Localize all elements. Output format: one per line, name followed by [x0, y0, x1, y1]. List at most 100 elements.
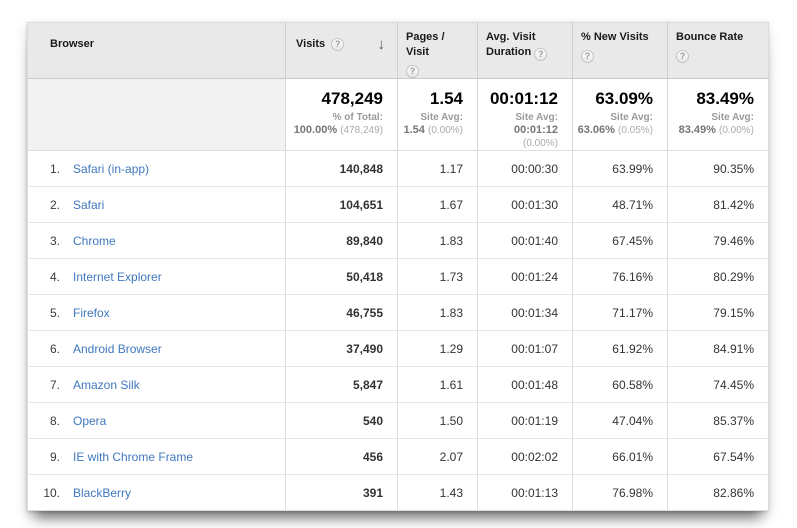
row-index: 5.	[49, 305, 60, 320]
column-header-bounce-rate[interactable]: Bounce Rate ?	[667, 22, 769, 79]
pct-new-visits-value: 76.16%	[572, 258, 668, 295]
column-label: Visits	[296, 38, 326, 50]
summary-value: 00:01:12	[489, 89, 558, 108]
browser-link[interactable]: Android Browser	[73, 341, 162, 356]
summary-paren: (0.00%)	[427, 125, 463, 136]
pages-per-visit-value: 1.50	[397, 402, 478, 439]
row-index: 6.	[49, 341, 60, 356]
pages-per-visit-value: 1.67	[397, 186, 478, 223]
avg-visit-duration-value: 00:01:34	[477, 294, 573, 331]
browser-cell: 3. Chrome	[27, 222, 286, 259]
table-row: 1. Safari (in-app) 140,848 1.17 00:00:30…	[27, 150, 769, 187]
avg-visit-duration-value: 00:00:30	[477, 150, 573, 187]
pct-new-visits-value: 47.04%	[572, 402, 668, 439]
summary-pages-per-visit: 1.54 Site Avg: 1.54 (0.00%)	[397, 78, 478, 151]
column-label: Bounce Rate	[676, 31, 744, 43]
browser-link[interactable]: Safari	[73, 197, 105, 212]
summary-visits: 478,249 % of Total: 100.00% (478,249)	[285, 78, 398, 151]
browser-cell: 7. Amazon Silk	[27, 366, 286, 403]
bounce-rate-value: 85.37%	[667, 402, 769, 439]
table-row: 7. Amazon Silk 5,847 1.61 00:01:48 60.58…	[27, 366, 769, 403]
avg-visit-duration-value: 00:01:30	[477, 186, 573, 223]
help-icon[interactable]: ?	[534, 48, 548, 61]
browser-link[interactable]: Internet Explorer	[73, 269, 162, 284]
row-index: 7.	[49, 377, 60, 392]
summary-row-section: 478,249 % of Total: 100.00% (478,249) 1.…	[27, 78, 769, 151]
summary-avg: 83.49%	[678, 124, 716, 136]
browser-link[interactable]: Safari (in-app)	[73, 161, 150, 176]
header-row: Browser Visits ? ↓ Pages / Visit	[27, 22, 769, 79]
bounce-rate-value: 90.35%	[667, 150, 769, 187]
summary-browser-cell	[27, 78, 286, 151]
summary-avg: 00:01:12	[513, 124, 558, 136]
browser-cell: 9. IE with Chrome Frame	[27, 438, 286, 475]
avg-visit-duration-value: 00:01:40	[477, 222, 573, 259]
pct-new-visits-value: 48.71%	[572, 186, 668, 223]
avg-visit-duration-value: 00:01:07	[477, 330, 573, 367]
table-row: 3. Chrome 89,840 1.83 00:01:40 67.45% 79…	[27, 222, 769, 259]
row-index: 9.	[49, 449, 60, 464]
pages-per-visit-value: 1.83	[397, 294, 478, 331]
summary-paren: (0.05%)	[617, 125, 653, 136]
table-row: 5. Firefox 46,755 1.83 00:01:34 71.17% 7…	[27, 294, 769, 331]
pct-new-visits-value: 66.01%	[572, 438, 668, 475]
visits-value: 89,840	[285, 222, 398, 259]
table-row: 10. BlackBerry 391 1.43 00:01:13 76.98% …	[27, 474, 769, 511]
browser-cell: 2. Safari	[27, 186, 286, 223]
browser-link[interactable]: Amazon Silk	[73, 377, 140, 392]
summary-avg-visit-duration: 00:01:12 Site Avg: 00:01:12 (0.00%)	[477, 78, 573, 151]
report-table-panel: Browser Visits ? ↓ Pages / Visit	[27, 22, 769, 511]
bounce-rate-value: 74.45%	[667, 366, 769, 403]
table-body: 1. Safari (in-app) 140,848 1.17 00:00:30…	[27, 150, 769, 511]
row-index: 2.	[49, 197, 60, 212]
table-row: 9. IE with Chrome Frame 456 2.07 00:02:0…	[27, 438, 769, 475]
pages-per-visit-value: 1.29	[397, 330, 478, 367]
summary-value: 1.54	[429, 89, 463, 108]
column-label: Pages / Visit	[406, 31, 445, 58]
summary-paren: (478,249)	[340, 125, 383, 136]
visits-value: 5,847	[285, 366, 398, 403]
column-header-pct-new-visits[interactable]: % New Visits ?	[572, 22, 668, 79]
browser-link[interactable]: BlackBerry	[73, 485, 132, 500]
browser-link[interactable]: Chrome	[73, 233, 116, 248]
help-icon[interactable]: ?	[406, 65, 419, 78]
browser-link[interactable]: Opera	[73, 413, 107, 428]
row-index: 3.	[49, 233, 60, 248]
summary-avg: 63.06%	[577, 124, 615, 136]
pct-new-visits-value: 76.98%	[572, 474, 668, 511]
pct-new-visits-value: 63.99%	[572, 150, 668, 187]
pages-per-visit-value: 1.17	[397, 150, 478, 187]
browser-cell: 6. Android Browser	[27, 330, 286, 367]
visits-value: 50,418	[285, 258, 398, 295]
column-label: % New Visits	[581, 31, 649, 43]
browser-cell: 4. Internet Explorer	[27, 258, 286, 295]
column-label: Avg. Visit Duration	[486, 31, 536, 58]
column-header-browser[interactable]: Browser	[27, 22, 286, 79]
browser-cell: 8. Opera	[27, 402, 286, 439]
pages-per-visit-value: 1.43	[397, 474, 478, 511]
browser-metrics-table: Browser Visits ? ↓ Pages / Visit	[27, 22, 769, 511]
summary-row: 478,249 % of Total: 100.00% (478,249) 1.…	[27, 78, 769, 151]
summary-avg: 1.54	[403, 124, 425, 136]
column-header-visits[interactable]: Visits ? ↓	[285, 22, 398, 79]
visits-value: 456	[285, 438, 398, 475]
column-header-pages-per-visit[interactable]: Pages / Visit ?	[397, 22, 478, 79]
browser-cell: 5. Firefox	[27, 294, 286, 331]
visits-value: 540	[285, 402, 398, 439]
visits-value: 140,848	[285, 150, 398, 187]
bounce-rate-value: 81.42%	[667, 186, 769, 223]
visits-value: 46,755	[285, 294, 398, 331]
summary-sublabel: Site Avg:	[515, 112, 558, 123]
sort-desc-icon[interactable]: ↓	[377, 35, 386, 53]
help-icon[interactable]: ?	[676, 50, 689, 63]
help-icon[interactable]: ?	[331, 37, 345, 51]
bounce-rate-value: 80.29%	[667, 258, 769, 295]
avg-visit-duration-value: 00:01:24	[477, 258, 573, 295]
pct-new-visits-value: 61.92%	[572, 330, 668, 367]
visits-value: 37,490	[285, 330, 398, 367]
column-header-avg-visit-duration[interactable]: Avg. Visit Duration ?	[477, 22, 573, 79]
browser-link[interactable]: IE with Chrome Frame	[73, 449, 194, 464]
help-icon[interactable]: ?	[581, 50, 594, 63]
browser-link[interactable]: Firefox	[73, 305, 110, 320]
